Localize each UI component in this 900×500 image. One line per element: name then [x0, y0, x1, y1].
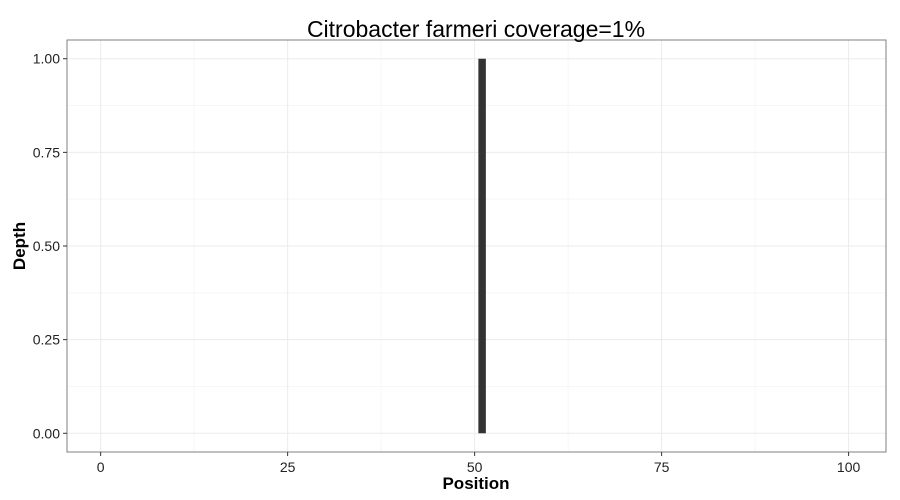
x-axis-ticks: 0 25 50 75 100 [97, 452, 861, 475]
y-tick-label: 0.00 [33, 425, 60, 441]
x-axis-title: Position [442, 474, 509, 493]
y-tick-label: 0.50 [33, 238, 60, 254]
y-tick-label: 0.25 [33, 332, 60, 348]
y-tick-label: 1.00 [33, 51, 60, 67]
y-axis-ticks: 0.00 0.25 0.50 0.75 1.00 [33, 51, 67, 441]
depth-bar [478, 58, 486, 434]
x-tick-label: 0 [97, 459, 105, 475]
x-tick-label: 75 [654, 459, 670, 475]
y-axis-title: Depth [10, 222, 29, 270]
bar-series [478, 58, 486, 434]
grid-major [67, 40, 886, 452]
x-tick-label: 100 [837, 459, 861, 475]
grid-minor [67, 40, 886, 452]
x-tick-label: 25 [280, 459, 296, 475]
x-tick-label: 50 [467, 459, 483, 475]
chart-title: Citrobacter farmeri coverage=1% [307, 16, 645, 42]
y-tick-label: 0.75 [33, 144, 60, 160]
